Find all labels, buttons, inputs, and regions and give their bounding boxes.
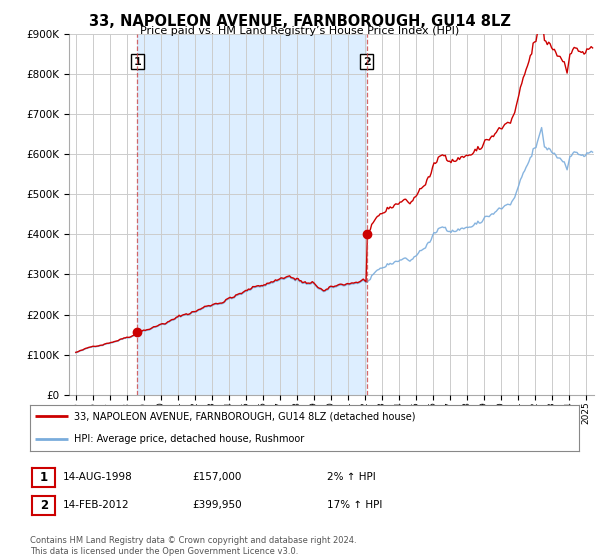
Text: 2: 2	[40, 498, 48, 512]
Text: 33, NAPOLEON AVENUE, FARNBOROUGH, GU14 8LZ (detached house): 33, NAPOLEON AVENUE, FARNBOROUGH, GU14 8…	[74, 412, 415, 421]
Text: Contains HM Land Registry data © Crown copyright and database right 2024.
This d: Contains HM Land Registry data © Crown c…	[30, 536, 356, 556]
Text: 1: 1	[133, 57, 141, 67]
Text: Price paid vs. HM Land Registry’s House Price Index (HPI): Price paid vs. HM Land Registry’s House …	[140, 26, 460, 36]
Text: £399,950: £399,950	[192, 500, 242, 510]
Text: 2% ↑ HPI: 2% ↑ HPI	[327, 472, 376, 482]
Text: HPI: Average price, detached house, Rushmoor: HPI: Average price, detached house, Rush…	[74, 435, 304, 444]
Text: 1: 1	[40, 470, 48, 484]
Text: 2: 2	[363, 57, 371, 67]
Text: 17% ↑ HPI: 17% ↑ HPI	[327, 500, 382, 510]
Bar	[137, 34, 367, 395]
Text: 33, NAPOLEON AVENUE, FARNBOROUGH, GU14 8LZ: 33, NAPOLEON AVENUE, FARNBOROUGH, GU14 8…	[89, 14, 511, 29]
Text: 14-FEB-2012: 14-FEB-2012	[63, 500, 130, 510]
Text: 14-AUG-1998: 14-AUG-1998	[63, 472, 133, 482]
Text: £157,000: £157,000	[192, 472, 241, 482]
